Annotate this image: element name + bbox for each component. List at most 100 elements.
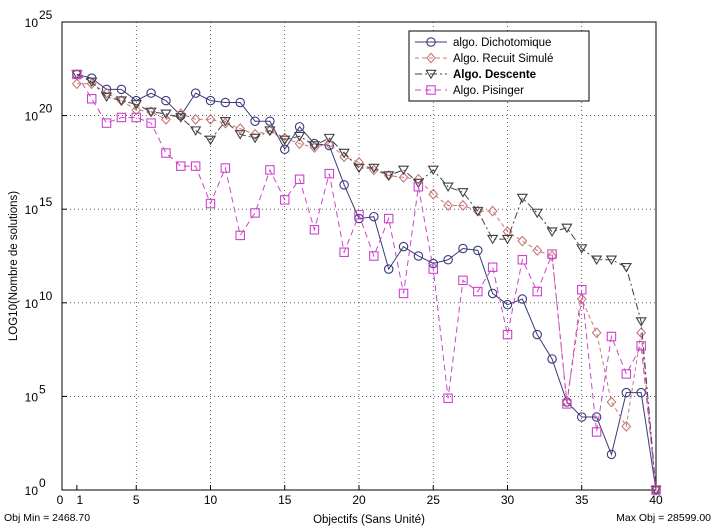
data-point — [324, 168, 335, 179]
data-point — [517, 254, 528, 265]
data-point — [71, 78, 82, 90]
data-point — [473, 286, 483, 297]
data-point — [606, 331, 617, 342]
legend-item: Algo. Recuit Simulé — [415, 52, 553, 65]
data-point — [368, 163, 380, 174]
data-point — [249, 133, 261, 144]
data-point — [101, 118, 112, 128]
data-point — [130, 100, 142, 110]
data-point — [279, 195, 290, 205]
svg-text:0: 0 — [39, 476, 46, 490]
data-point — [175, 108, 186, 120]
legend-item: Algo. Descente — [415, 69, 536, 81]
data-point — [250, 208, 260, 218]
data-point — [428, 264, 438, 274]
x-tick-label: 25 — [427, 493, 441, 507]
legend-box — [408, 30, 590, 102]
data-point — [86, 77, 98, 88]
data-point — [234, 130, 246, 140]
data-point — [487, 205, 498, 217]
legend-marker — [425, 69, 437, 80]
data-point — [72, 69, 82, 80]
svg-text:15: 15 — [39, 195, 53, 209]
data-point — [620, 262, 632, 273]
data-point — [621, 420, 632, 432]
data-point — [458, 243, 468, 254]
data-point — [219, 116, 232, 127]
data-point — [160, 109, 172, 120]
data-point — [532, 329, 542, 340]
x-axis-label: Objectifs (Sans Unité) — [313, 514, 425, 526]
data-point — [161, 95, 171, 106]
data-point — [369, 251, 379, 261]
legend-marker — [426, 37, 436, 47]
data-point — [116, 84, 127, 95]
data-point — [443, 254, 453, 265]
series-layer — [71, 69, 662, 496]
data-point — [220, 163, 231, 173]
series-line — [76, 73, 657, 491]
data-point — [145, 107, 157, 118]
data-point — [443, 199, 454, 211]
data-point — [205, 95, 216, 106]
data-point — [606, 396, 617, 408]
svg-text:25: 25 — [39, 8, 53, 22]
data-point — [428, 188, 439, 200]
data-point — [516, 193, 529, 204]
data-point — [398, 288, 409, 299]
data-point — [561, 396, 572, 408]
data-point — [115, 96, 128, 106]
data-point — [250, 116, 260, 126]
y-tick-label: 105 — [25, 382, 46, 404]
data-point — [205, 113, 216, 125]
series-3 — [72, 69, 661, 495]
data-point — [591, 327, 602, 339]
legend-marker — [426, 85, 436, 95]
data-point — [383, 264, 394, 274]
data-point — [338, 148, 350, 159]
obj-min-annotation: Obj Min = 2468.70 — [4, 512, 90, 524]
legend-label: Algo. Pisinger — [453, 85, 524, 97]
data-point — [487, 262, 498, 272]
data-point — [131, 112, 142, 123]
data-point — [116, 112, 127, 123]
data-point — [398, 171, 409, 183]
data-point — [294, 174, 305, 184]
data-point — [621, 387, 632, 398]
data-point — [353, 163, 365, 174]
max-obj-annotation: Max Obj = 28599.00 — [616, 512, 711, 524]
data-point — [547, 354, 557, 364]
data-point — [517, 294, 528, 304]
data-point — [339, 247, 349, 258]
data-point — [502, 299, 513, 310]
data-point — [265, 165, 275, 175]
data-point — [457, 188, 469, 198]
data-point — [293, 131, 306, 142]
y-tick-label: 100 — [25, 476, 46, 498]
series-2 — [71, 70, 662, 496]
data-point — [576, 244, 588, 254]
data-point — [486, 234, 499, 245]
data-point — [250, 128, 260, 140]
data-point — [501, 234, 514, 245]
data-point — [458, 199, 468, 211]
data-point — [398, 241, 409, 252]
data-point — [546, 227, 558, 237]
data-point — [651, 485, 661, 495]
data-point — [591, 427, 602, 437]
data-point — [635, 317, 647, 327]
data-point — [576, 284, 587, 295]
data-point — [606, 449, 617, 460]
data-point — [562, 399, 572, 409]
data-point — [621, 369, 632, 379]
data-point — [383, 171, 395, 181]
data-point — [220, 97, 231, 108]
legend-label: algo. Dichotomique — [453, 37, 551, 49]
svg-text:10: 10 — [25, 203, 39, 217]
data-point — [339, 180, 349, 190]
svg-text:20: 20 — [39, 102, 53, 116]
data-point — [605, 255, 618, 266]
